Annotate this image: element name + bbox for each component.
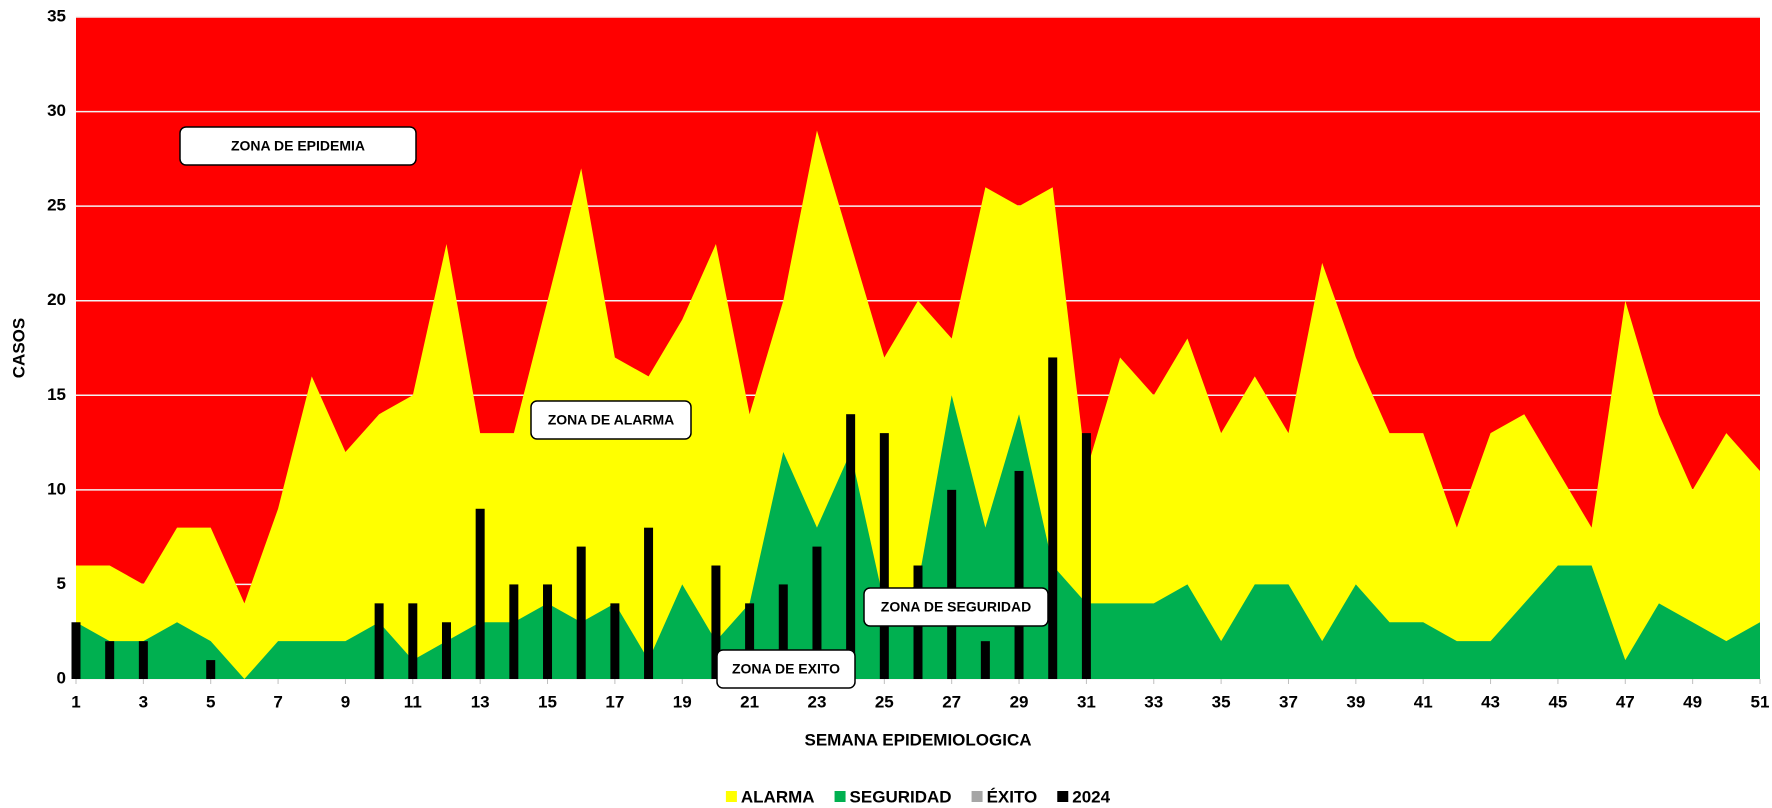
x-tick-label: 21	[740, 692, 759, 711]
bar	[980, 641, 990, 679]
legend-swatch	[834, 791, 846, 802]
annotation-box	[863, 587, 1049, 627]
x-tick-label: 49	[1683, 692, 1702, 711]
bar	[846, 414, 856, 679]
bar	[778, 584, 788, 679]
y-tick-label: 20	[47, 290, 66, 309]
x-tick-label: 15	[538, 692, 557, 711]
x-tick-label: 13	[471, 692, 490, 711]
bar	[475, 508, 485, 679]
x-tick-label: 41	[1414, 692, 1433, 711]
annotation-box	[179, 126, 417, 166]
bar	[408, 603, 418, 679]
bar	[206, 660, 216, 679]
annotation: ZONA DE EXITO	[732, 661, 840, 677]
bar	[576, 546, 586, 679]
y-axis-label: CASOS	[9, 318, 28, 378]
bar	[610, 603, 620, 679]
bar	[644, 527, 654, 679]
bar	[711, 565, 721, 679]
x-tick-label: 7	[273, 692, 282, 711]
x-tick-label: 17	[605, 692, 624, 711]
legend-swatch	[1057, 791, 1069, 802]
x-tick-label: 45	[1548, 692, 1567, 711]
bar	[879, 433, 889, 679]
x-tick-label: 5	[206, 692, 215, 711]
y-tick-label: 0	[57, 668, 66, 687]
x-tick-label: 1	[71, 692, 80, 711]
annotation-box	[716, 649, 856, 689]
x-tick-label: 37	[1279, 692, 1298, 711]
legend-swatch	[971, 791, 983, 802]
legend-label: ALARMA	[741, 787, 815, 806]
annotation-box	[530, 400, 692, 440]
area	[76, 130, 1760, 679]
x-tick-label: 43	[1481, 692, 1500, 711]
bars	[71, 357, 1091, 679]
bar	[745, 603, 755, 679]
x-tick-label: 23	[807, 692, 826, 711]
bar	[105, 641, 115, 679]
bar	[543, 584, 553, 679]
annotation: ZONA DE EPIDEMIA	[231, 138, 365, 154]
x-axis-label: SEMANA EPIDEMIOLOGICA	[805, 730, 1032, 749]
x-tick-label: 11	[404, 692, 422, 711]
x-tick-label: 29	[1010, 692, 1029, 711]
x-tick-label: 39	[1346, 692, 1365, 711]
y-tick-label: 25	[47, 196, 66, 215]
x-tick-label: 35	[1212, 692, 1231, 711]
annotation: ZONA DE SEGURIDAD	[881, 599, 1031, 615]
x-tick-label: 9	[341, 692, 350, 711]
bar	[374, 603, 384, 679]
legend-label: SEGURIDAD	[850, 787, 952, 806]
bar	[138, 641, 148, 679]
legend-label: 2024	[1072, 787, 1110, 806]
bar	[1048, 357, 1058, 679]
y-tick-label: 35	[47, 6, 66, 25]
x-tick-label: 47	[1616, 692, 1635, 711]
annotation: ZONA DE ALARMA	[548, 412, 675, 428]
x-tick-label: 19	[673, 692, 692, 711]
x-tick-label: 31	[1077, 692, 1096, 711]
bar	[441, 622, 451, 679]
legend-swatch	[725, 791, 737, 802]
x-tick-label: 33	[1144, 692, 1163, 711]
y-tick-label: 5	[57, 574, 66, 593]
x-tick-label: 51	[1751, 692, 1770, 711]
legend-label: ÉXITO	[987, 787, 1038, 806]
bar	[1081, 433, 1091, 679]
bar	[71, 622, 81, 679]
bar	[947, 489, 957, 679]
bar	[812, 546, 822, 679]
y-tick-label: 30	[47, 101, 66, 120]
y-tick-label: 10	[47, 479, 66, 498]
legend: ALARMA SEGURIDAD ÉXITO 2024	[725, 787, 1111, 806]
x-tick-label: 27	[942, 692, 961, 711]
x-tick-label: 25	[875, 692, 894, 711]
bar	[509, 584, 519, 679]
x-tick-label: 3	[139, 692, 148, 711]
bar	[1014, 470, 1024, 679]
y-tick-label: 15	[47, 385, 66, 404]
